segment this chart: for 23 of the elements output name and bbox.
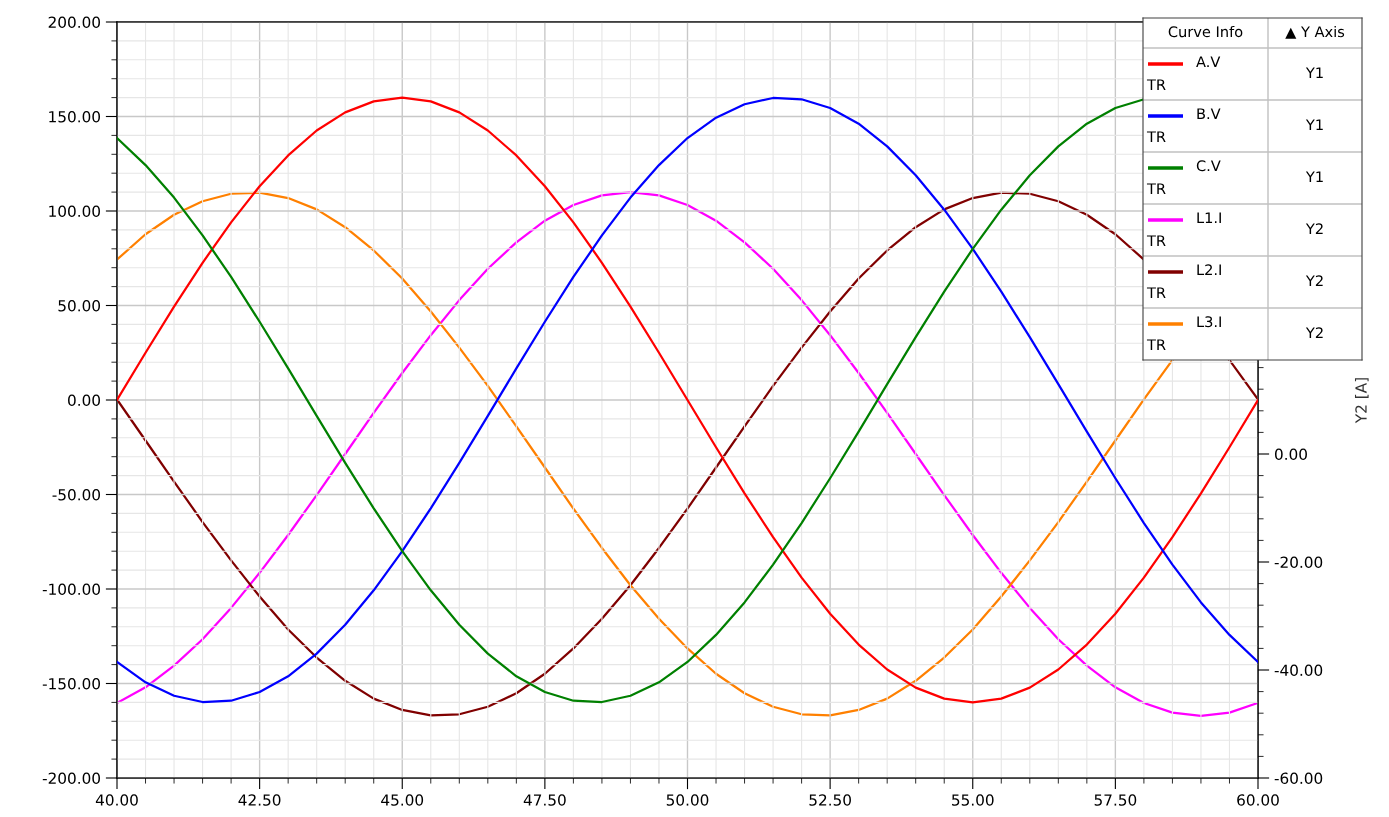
- y2-axis-title: Y2 [A]: [1354, 378, 1369, 424]
- y2-tick-label: -40.00: [1274, 664, 1323, 677]
- y-tick-label: -150.00: [42, 677, 101, 690]
- y2-tick-label: -60.00: [1274, 772, 1323, 785]
- x-tick-label: 45.00: [381, 794, 424, 806]
- y-tick-label: 100.00: [49, 205, 101, 218]
- x-tick-label: 52.50: [809, 794, 851, 806]
- y-tick-label: 200.00: [48, 16, 101, 29]
- y2-tick-label: -20.00: [1274, 556, 1323, 569]
- y-tick-label: 50.00: [58, 299, 101, 312]
- x-tick-label: 40.00: [95, 794, 138, 806]
- x-tick-label: 60.00: [1237, 794, 1279, 806]
- y-tick-label: -50.00: [52, 488, 101, 501]
- y-tick-label: -200.00: [42, 772, 101, 785]
- x-tick-label: 50.00: [666, 794, 709, 806]
- y-tick-label: 0.00: [68, 394, 101, 407]
- x-tick-label: 55.00: [952, 794, 994, 806]
- y-tick-label: 150.00: [49, 110, 101, 123]
- x-tick-label: 47.50: [523, 794, 566, 806]
- y-tick-label: -100.00: [42, 583, 101, 596]
- y2-tick-label: 0.00: [1274, 448, 1307, 461]
- x-tick-label: 42.50: [238, 794, 281, 806]
- x-tick-label: 57.50: [1094, 794, 1137, 806]
